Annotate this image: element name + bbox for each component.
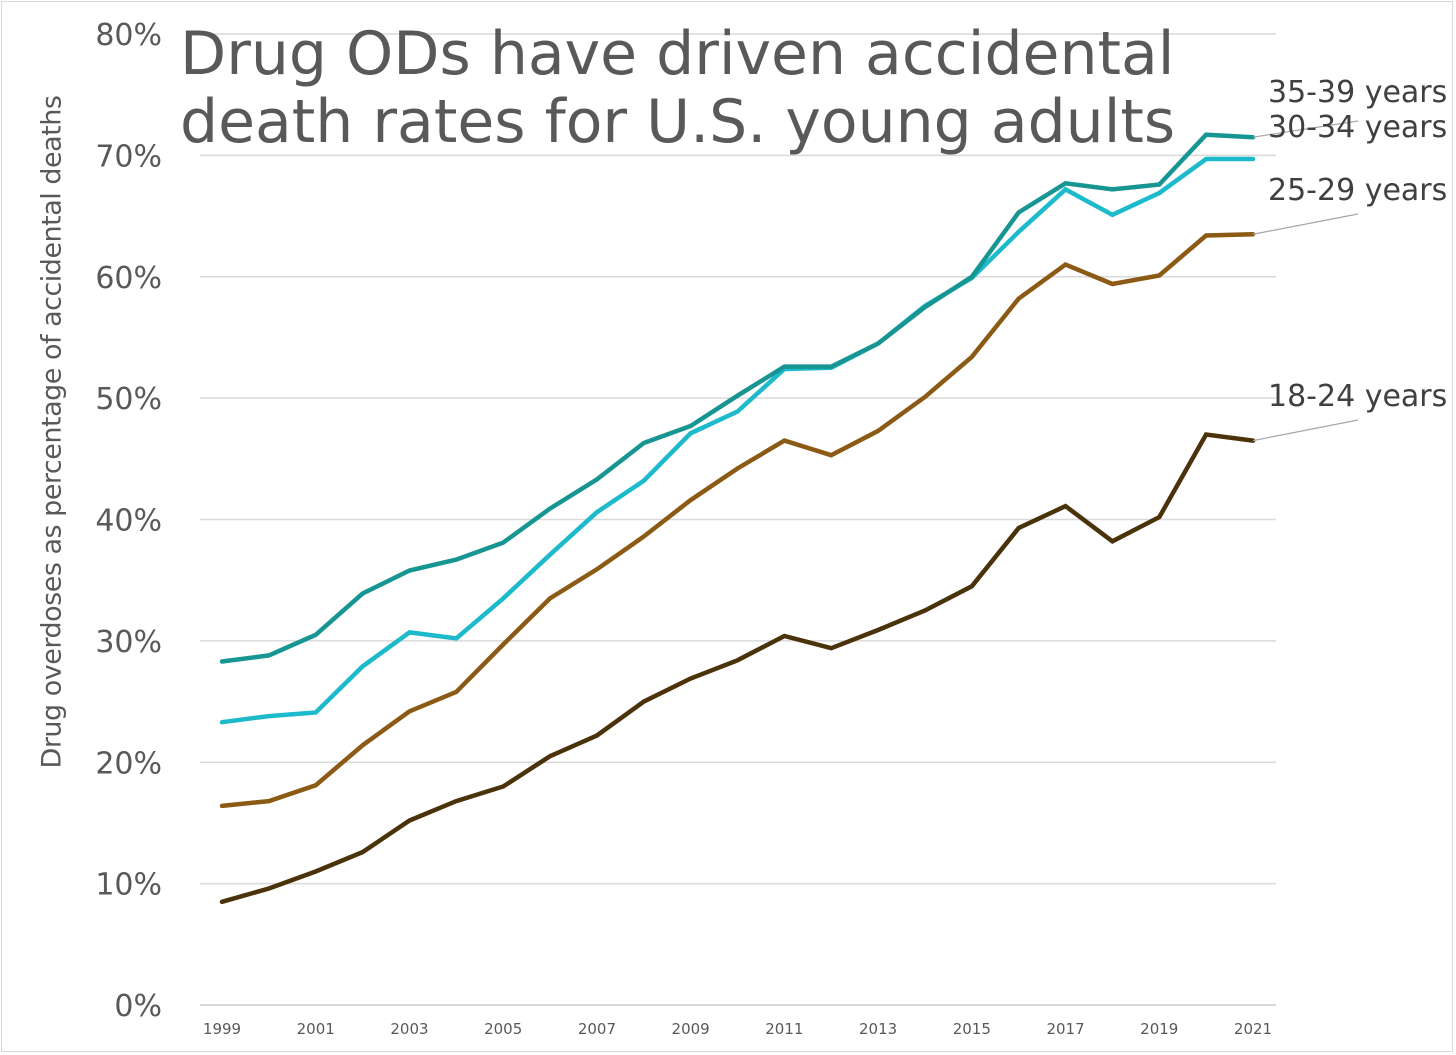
series-line-30-34-years <box>219 156 1256 725</box>
leader-line <box>1252 213 1359 235</box>
y-tick-label: 80% <box>95 18 162 53</box>
chart-title-line-2: death rates for U.S. young adults <box>180 87 1176 157</box>
y-tick-label: 60% <box>95 261 162 296</box>
series-label: 30-34 years <box>1268 110 1447 145</box>
series-label: 25-29 years <box>1268 173 1447 208</box>
x-tick-label: 2001 <box>297 1020 335 1038</box>
y-tick-label: 70% <box>95 139 162 174</box>
x-tick-label: 2013 <box>859 1020 897 1038</box>
y-axis-ticks: 0% 10% 20% 30% 40% 50% 60% 70% 80% <box>95 18 162 1024</box>
x-tick-label: 2005 <box>484 1020 522 1038</box>
x-tick-label: 1999 <box>203 1020 241 1038</box>
leader-line <box>1252 120 1359 138</box>
x-tick-label: 2003 <box>390 1020 428 1038</box>
series-line-35-39-years <box>219 132 1256 664</box>
chart-title: Drug ODs have driven accidental death ra… <box>180 20 1175 156</box>
y-tick-label: 40% <box>95 504 162 539</box>
x-tick-label: 2007 <box>578 1020 616 1038</box>
leader-line <box>1252 419 1359 442</box>
series-lines <box>219 132 1256 905</box>
x-tick-label: 2011 <box>765 1020 803 1038</box>
chart-title-line-1: Drug ODs have driven accidental <box>180 19 1175 89</box>
x-tick-label: 2017 <box>1046 1020 1084 1038</box>
y-tick-label: 50% <box>95 382 162 417</box>
series-label: 18-24 years <box>1268 379 1447 414</box>
y-axis-label: Drug overdoses as percentage of accident… <box>36 95 68 769</box>
x-tick-label: 2019 <box>1140 1020 1178 1038</box>
x-tick-label: 2021 <box>1234 1020 1272 1038</box>
gridlines <box>200 33 1276 1006</box>
y-tick-label: 30% <box>95 625 162 660</box>
x-tick-label: 2009 <box>672 1020 710 1038</box>
series-line-25-29-years <box>219 232 1256 809</box>
y-tick-label: 20% <box>95 746 162 781</box>
y-tick-label: 10% <box>95 868 162 903</box>
series-label: 35-39 years <box>1268 75 1447 110</box>
x-tick-label: 2015 <box>953 1020 991 1038</box>
y-tick-label: 0% <box>114 989 162 1024</box>
x-axis-ticks: 1999 2001 2003 2005 2007 2009 2011 2013 2015 2017… <box>203 1020 1272 1038</box>
series-line-18-24-years <box>219 432 1256 905</box>
